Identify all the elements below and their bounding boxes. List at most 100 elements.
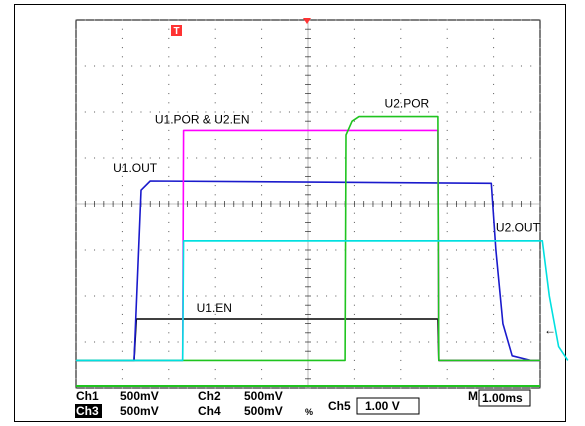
- grid-dot: [214, 295, 216, 297]
- trace-u2-por: [76, 115, 540, 362]
- grid-dot: [455, 387, 457, 389]
- grid-dot: [335, 387, 337, 389]
- grid-dot: [168, 19, 170, 21]
- grid-dot: [530, 341, 532, 343]
- grid-dot: [539, 56, 541, 58]
- grid-dot: [261, 212, 263, 214]
- grid-dot: [261, 37, 263, 39]
- grid-dot: [242, 111, 244, 113]
- grid-dot: [520, 111, 522, 113]
- grid-dot: [353, 148, 355, 150]
- grid-dot: [223, 295, 225, 297]
- grid-dot: [502, 295, 504, 297]
- grid-dot: [455, 111, 457, 113]
- grid-dot: [121, 369, 123, 371]
- grid-dot: [539, 295, 541, 297]
- grid-dot: [214, 231, 216, 233]
- grid-dot: [103, 65, 105, 67]
- grid-dot: [261, 102, 263, 104]
- grid-dot: [511, 249, 513, 251]
- grid-dot: [140, 111, 142, 113]
- grid-dot: [353, 102, 355, 104]
- grid-dot: [353, 359, 355, 361]
- grid-dot: [121, 102, 123, 104]
- grid-dot: [214, 277, 216, 279]
- trigger-position-marker: [303, 18, 311, 24]
- grid-dot: [353, 56, 355, 58]
- grid-dot: [400, 19, 402, 21]
- grid-dot: [326, 111, 328, 113]
- grid-dot: [353, 37, 355, 39]
- grid-dot: [446, 37, 448, 39]
- grid-dot: [75, 267, 77, 269]
- grid-dot: [493, 47, 495, 49]
- grid-dot: [446, 332, 448, 334]
- grid-dot: [493, 387, 495, 389]
- grid-dot: [214, 194, 216, 196]
- grid-dot: [131, 341, 133, 343]
- grid-dot: [121, 37, 123, 39]
- grid-dot: [502, 157, 504, 159]
- grid-dot: [103, 387, 105, 389]
- grid-dot: [353, 313, 355, 315]
- grid-dot: [168, 304, 170, 306]
- grid-dot: [131, 19, 133, 21]
- grid-dot: [446, 65, 448, 67]
- grid-dot: [121, 65, 123, 67]
- grid-dot: [353, 175, 355, 177]
- grid-dot: [121, 148, 123, 150]
- grid-dot: [149, 19, 151, 21]
- grid-dot: [418, 111, 420, 113]
- grid-dot: [121, 304, 123, 306]
- grid-dot: [233, 295, 235, 297]
- grid-dot: [121, 194, 123, 196]
- grid-dot: [223, 157, 225, 159]
- grid-dot: [261, 313, 263, 315]
- grid-dot: [298, 387, 300, 389]
- grid-dot: [493, 267, 495, 269]
- grid-dot: [279, 19, 281, 21]
- grid-dot: [400, 295, 402, 297]
- grid-dot: [233, 387, 235, 389]
- grid-dot: [446, 341, 448, 343]
- grid-dot: [437, 65, 439, 67]
- grid-dot: [353, 47, 355, 49]
- grid-dot: [140, 65, 142, 67]
- grid-dot: [344, 65, 346, 67]
- grid-dot: [214, 185, 216, 187]
- grid-dot: [400, 350, 402, 352]
- grid-dot: [353, 304, 355, 306]
- grid-dot: [483, 111, 485, 113]
- grid-dot: [493, 350, 495, 352]
- grid-dot: [520, 65, 522, 67]
- grid-dot: [400, 249, 402, 251]
- grid-dot: [298, 19, 300, 21]
- grid-dot: [446, 313, 448, 315]
- grid-dot: [391, 111, 393, 113]
- grid-dot: [121, 221, 123, 223]
- grid-dot: [298, 65, 300, 67]
- grid-dot: [437, 19, 439, 21]
- grid-dot: [493, 231, 495, 233]
- grid-dot: [446, 139, 448, 141]
- grid-dot: [168, 111, 170, 113]
- grid-dot: [493, 304, 495, 306]
- grid-dot: [94, 157, 96, 159]
- ch5-label: Ch5: [328, 399, 351, 413]
- grid-dot: [75, 212, 77, 214]
- grid-dot: [400, 277, 402, 279]
- grid-dot: [539, 267, 541, 269]
- trace-labels: U1.EN U1.OUT U1.POR & U2.EN U2.POR U2.OUT: [113, 96, 540, 315]
- grid-dot: [474, 341, 476, 343]
- grid-dot: [205, 387, 207, 389]
- grid-dot: [353, 341, 355, 343]
- grid-dot: [353, 332, 355, 334]
- grid-dot: [121, 19, 123, 21]
- grid-dot: [400, 332, 402, 334]
- grid-dot: [242, 295, 244, 297]
- traces: [76, 115, 569, 387]
- grid-dot: [372, 65, 374, 67]
- grid-dot: [121, 295, 123, 297]
- grid-dot: [214, 378, 216, 380]
- grid-dot: [400, 341, 402, 343]
